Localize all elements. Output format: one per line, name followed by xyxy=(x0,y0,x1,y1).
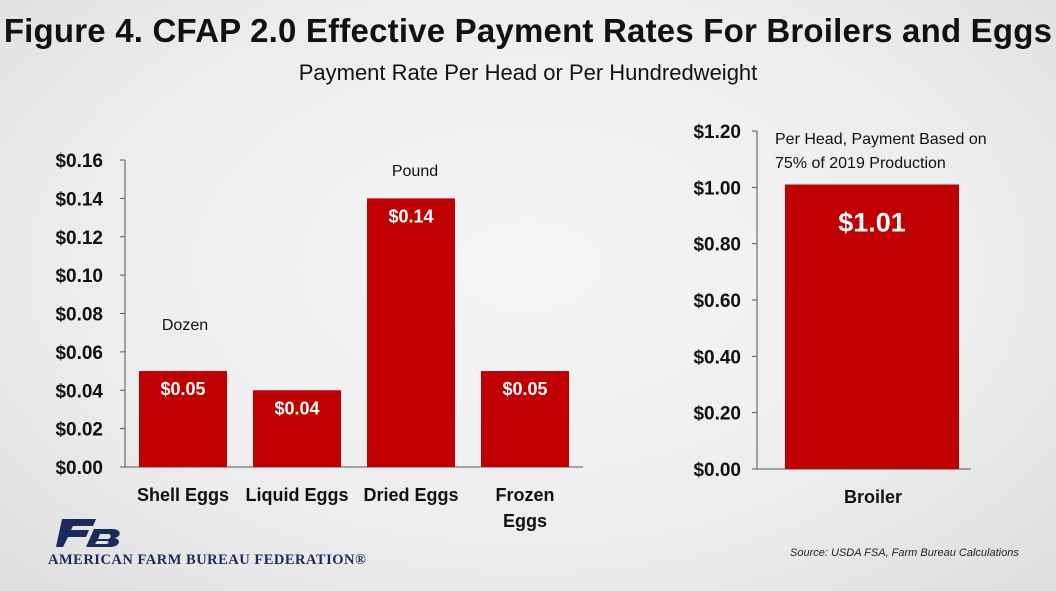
fb-logo-icon xyxy=(56,519,120,547)
y-tick-label: $1.20 xyxy=(693,122,741,143)
y-tick-label: $0.10 xyxy=(55,266,103,287)
bar xyxy=(367,198,455,467)
chart-annotation: Pound xyxy=(392,163,438,180)
y-tick-label: $0.16 xyxy=(55,151,103,172)
x-category-label: Liquid Eggs xyxy=(246,485,349,505)
chart-title: Figure 4. CFAP 2.0 Effective Payment Rat… xyxy=(3,12,1053,49)
source-note: Source: USDA FSA, Farm Bureau Calculatio… xyxy=(790,547,1019,559)
x-category-label: Eggs xyxy=(503,511,547,531)
y-tick-label: $0.02 xyxy=(55,420,103,441)
chart-annotation: Dozen xyxy=(162,317,208,334)
x-category-label: Dried Eggs xyxy=(363,485,458,505)
bar xyxy=(785,184,959,469)
x-category-label: Frozen xyxy=(495,485,554,505)
bar-data-label: $0.05 xyxy=(160,379,205,399)
y-tick-label: $1.00 xyxy=(693,178,741,199)
logo-text: AMERICAN FARM BUREAU FEDERATION® xyxy=(48,552,367,568)
bar-data-label: $0.14 xyxy=(388,206,433,226)
bar-data-label: $0.04 xyxy=(274,398,319,418)
chart-annotation: Per Head, Payment Based on xyxy=(775,131,987,148)
y-tick-label: $0.06 xyxy=(55,343,103,364)
x-category-label: Shell Eggs xyxy=(137,485,229,505)
y-tick-label: $0.12 xyxy=(55,228,103,249)
farm-bureau-logo: AMERICAN FARM BUREAU FEDERATION® xyxy=(48,517,378,571)
chart-annotation: 75% of 2019 Production xyxy=(775,155,946,172)
bar xyxy=(481,371,569,467)
y-tick-label: $0.40 xyxy=(693,347,741,368)
bar-data-label: $1.01 xyxy=(838,208,906,238)
bar-data-label: $0.05 xyxy=(502,379,547,399)
y-tick-label: $0.80 xyxy=(693,235,741,256)
y-tick-label: $0.60 xyxy=(693,291,741,312)
y-tick-label: $0.00 xyxy=(693,460,741,481)
y-tick-label: $0.08 xyxy=(55,305,103,326)
chart-subtitle: Payment Rate Per Head or Per Hundredweig… xyxy=(298,60,758,85)
x-category-label: Broiler xyxy=(844,487,902,507)
y-tick-label: $0.14 xyxy=(55,189,103,210)
bar xyxy=(253,390,341,467)
y-tick-label: $0.00 xyxy=(55,458,103,479)
bar xyxy=(139,371,227,467)
y-tick-label: $0.20 xyxy=(693,404,741,425)
y-tick-label: $0.04 xyxy=(55,381,103,402)
